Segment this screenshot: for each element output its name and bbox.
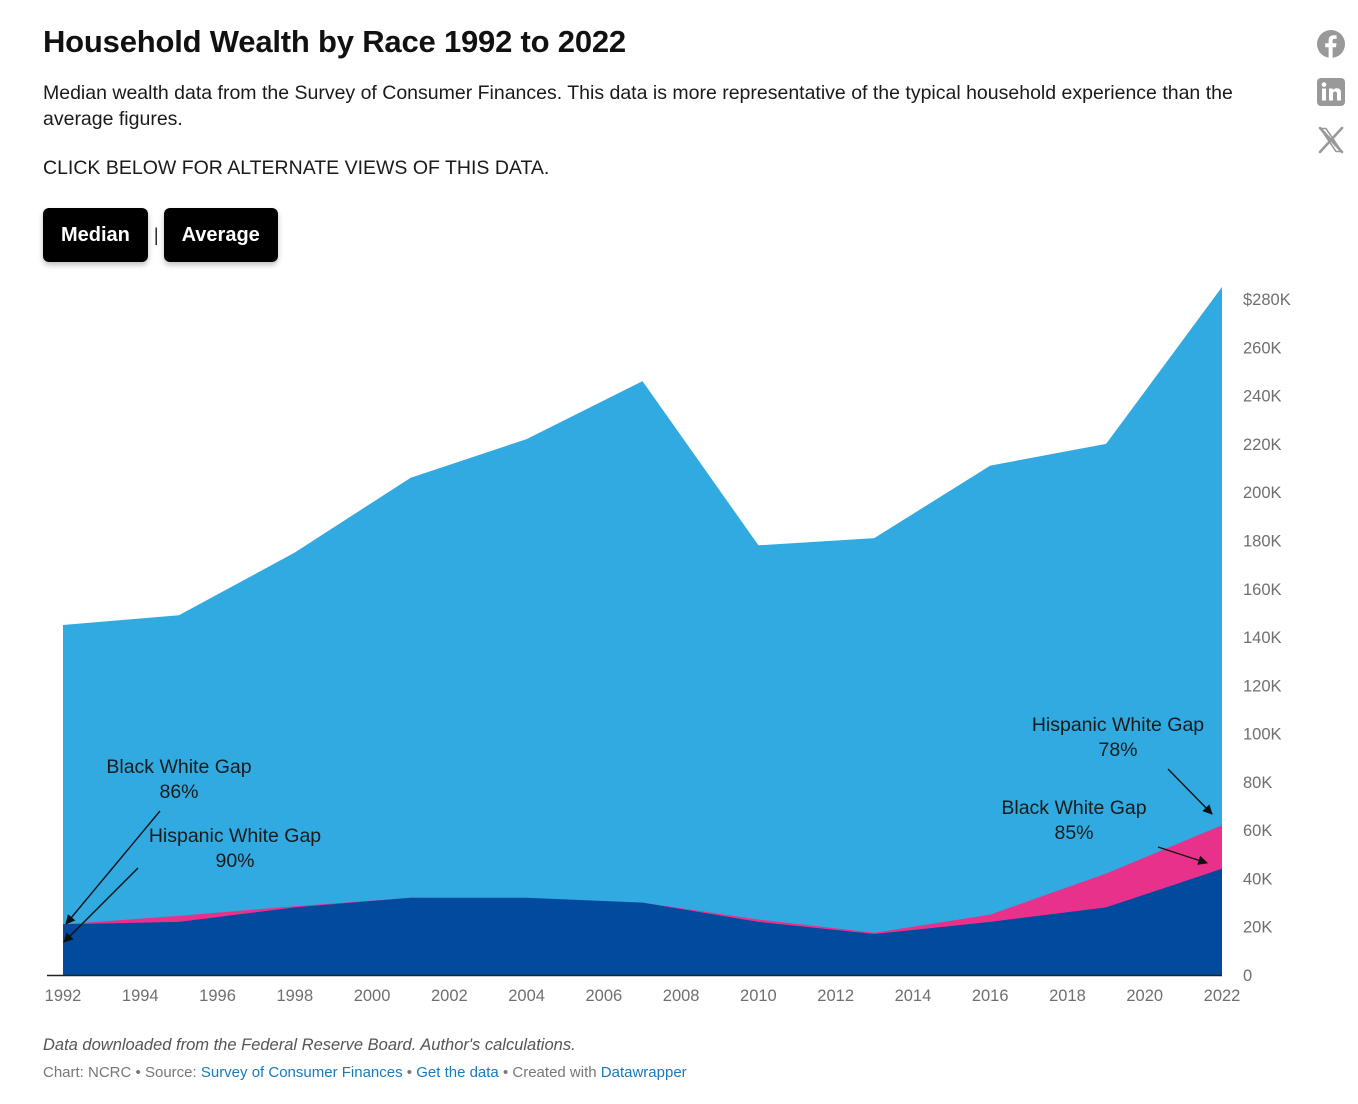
- created-with-label: Created with: [512, 1064, 597, 1081]
- facebook-icon[interactable]: [1316, 29, 1346, 59]
- x-tick-label: 2006: [586, 987, 623, 1005]
- separator-dot: •: [502, 1064, 509, 1081]
- x-tick-label: 2012: [817, 987, 854, 1005]
- chart-credits: Chart: NCRC • Source: Survey of Consumer…: [43, 1064, 687, 1081]
- y-tick-label: 200K: [1243, 484, 1282, 502]
- separator-dot: •: [406, 1064, 413, 1081]
- annotation-line: Hispanic White Gap: [149, 825, 321, 847]
- annotation-line: Black White Gap: [1001, 797, 1146, 819]
- chart-subtitle: Median wealth data from the Survey of Co…: [43, 82, 1233, 130]
- chart-title: Household Wealth by Race 1992 to 2022: [43, 24, 626, 59]
- annotation-arrow: [1167, 768, 1213, 815]
- x-tick-label: 2004: [508, 987, 545, 1005]
- y-tick-label: 0: [1243, 967, 1252, 985]
- x-tick-label: 2008: [663, 987, 700, 1005]
- annotation-arrow: [63, 867, 139, 943]
- x-tick-label: 2010: [740, 987, 777, 1005]
- annotation-line: 78%: [1098, 739, 1137, 761]
- source-label: Source:: [144, 1064, 197, 1081]
- annotation-line: Hispanic White Gap: [1032, 714, 1204, 736]
- y-tick-label: 20K: [1243, 919, 1272, 937]
- y-tick-label: 180K: [1243, 532, 1282, 550]
- median-button[interactable]: Median: [43, 208, 148, 262]
- x-axis: 1992 1994 1996 1998 2000 2002 2004 2006 2008 2010…: [45, 974, 1241, 1005]
- view-toggle: Median | Average: [43, 208, 278, 262]
- x-tick-label: 1994: [122, 987, 159, 1005]
- x-tick-label: 1992: [45, 987, 82, 1005]
- annotations: Black White Gap 86%Hispanic White Gap 90%H…: [63, 714, 1213, 943]
- area-series-group: [63, 287, 1222, 975]
- y-tick-label: 40K: [1243, 870, 1272, 888]
- y-tick-label: 80K: [1243, 774, 1272, 792]
- y-tick-label: 220K: [1243, 436, 1282, 454]
- x-tick-label: 1996: [199, 987, 236, 1005]
- x-tick-label: 2014: [895, 987, 932, 1005]
- y-axis: 0 20K 40K 60K 80K 100K 120K 140K 160K 180K 200K 220…: [1243, 291, 1291, 985]
- y-tick-label: 160K: [1243, 581, 1282, 599]
- get-data-link[interactable]: Get the data: [416, 1064, 499, 1081]
- y-tick-label: 100K: [1243, 726, 1282, 744]
- annotation-line: 90%: [215, 850, 254, 872]
- chart-author: Chart: NCRC: [43, 1064, 132, 1081]
- annotation-label: Hispanic White Gap 90%: [149, 825, 321, 872]
- y-tick-label: 140K: [1243, 629, 1282, 647]
- alternate-views-note: CLICK BELOW FOR ALTERNATE VIEWS OF THIS …: [43, 157, 550, 179]
- datawrapper-link[interactable]: Datawrapper: [600, 1064, 687, 1081]
- data-note: Data downloaded from the Federal Reserve…: [43, 1036, 576, 1054]
- wealth-area-chart: 1992 1994 1996 1998 2000 2002 2004 2006 2008 2010…: [45, 287, 1291, 1005]
- bottom-area-series: [63, 868, 1222, 975]
- y-tick-label: 60K: [1243, 822, 1272, 840]
- x-tick-label: 2000: [354, 987, 391, 1005]
- y-tick-label: 120K: [1243, 677, 1282, 695]
- x-tick-label: 2016: [972, 987, 1009, 1005]
- annotation-line: 85%: [1054, 822, 1093, 844]
- x-tick-label: 2022: [1204, 987, 1241, 1005]
- annotation-line: 86%: [159, 781, 198, 803]
- annotation-line: Black White Gap: [106, 756, 251, 778]
- linkedin-icon[interactable]: [1316, 77, 1346, 107]
- button-separator: |: [153, 224, 159, 245]
- x-tick-label: 1998: [276, 987, 313, 1005]
- source-link[interactable]: Survey of Consumer Finances: [200, 1064, 403, 1081]
- y-tick-label: 260K: [1243, 339, 1282, 357]
- annotation-arrow: [1157, 846, 1208, 865]
- separator-dot: •: [135, 1064, 141, 1081]
- x-tick-label: 2018: [1049, 987, 1086, 1005]
- x-tick-label: 2002: [431, 987, 468, 1005]
- annotation-label: Hispanic White Gap 78%: [1032, 714, 1204, 761]
- annotation-label: Black White Gap 85%: [1001, 797, 1146, 844]
- annotation-arrow: [65, 810, 161, 925]
- y-tick-label: 240K: [1243, 388, 1282, 406]
- annotation-label: Black White Gap 86%: [106, 756, 251, 803]
- top-area-series: [63, 287, 1222, 975]
- x-tick-label: 2020: [1126, 987, 1163, 1005]
- average-button[interactable]: Average: [163, 208, 278, 262]
- x-icon[interactable]: [1316, 125, 1346, 155]
- y-tick-label: $280K: [1243, 291, 1291, 309]
